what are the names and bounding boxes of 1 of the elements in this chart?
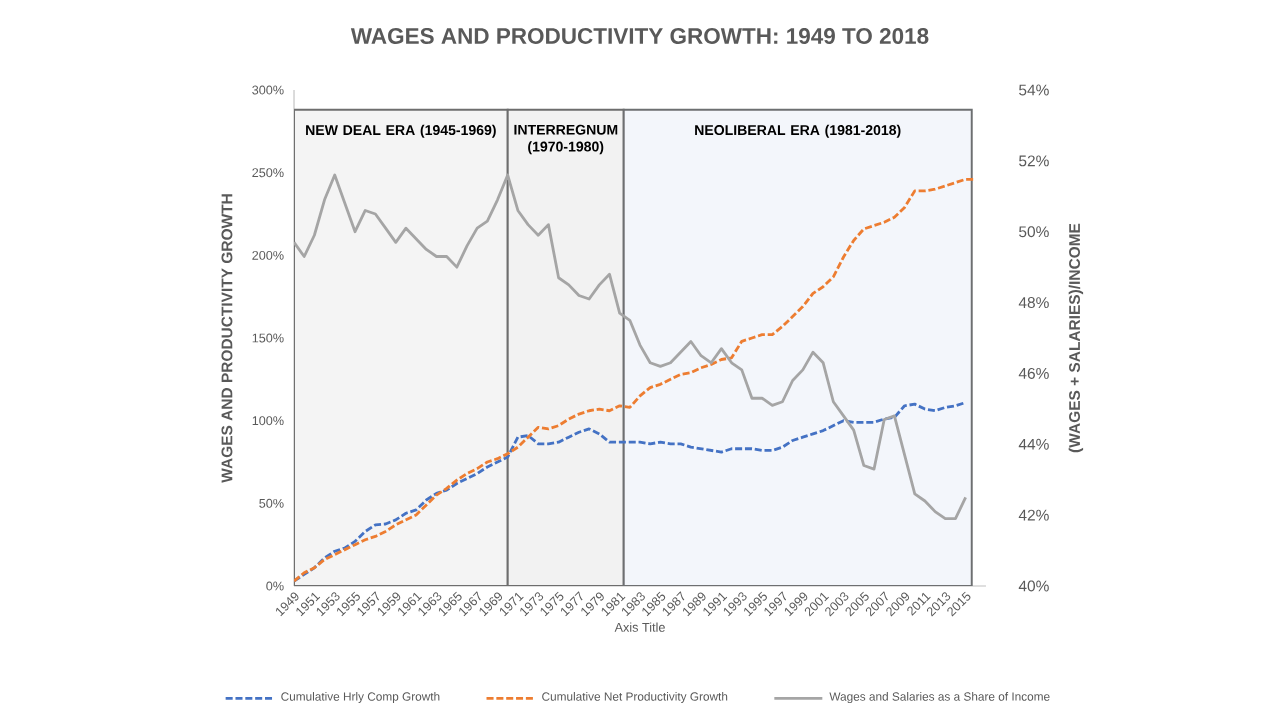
chart-title: WAGES AND PRODUCTIVITY GROWTH: 1949 TO 2018 bbox=[350, 28, 929, 44]
